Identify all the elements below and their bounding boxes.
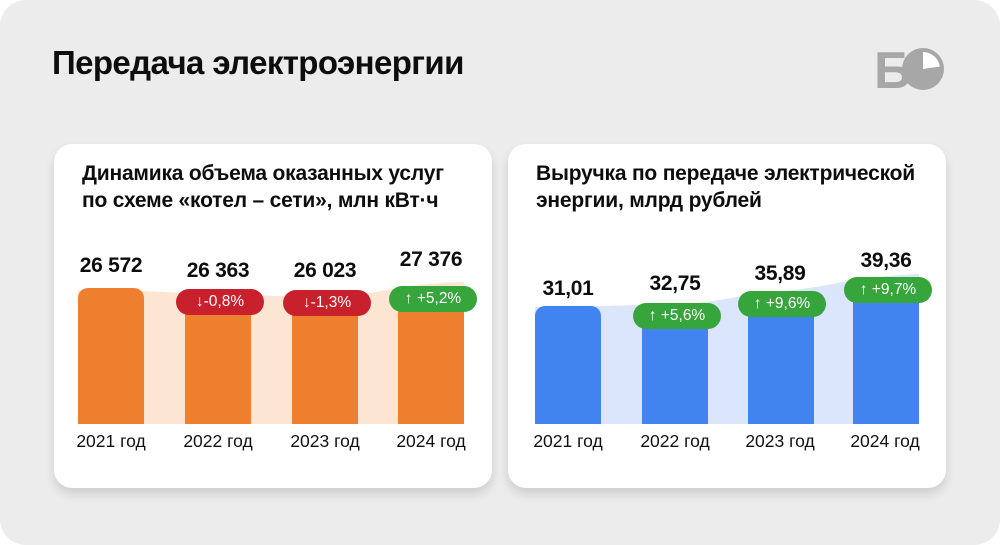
axis-label-volume-2022: 2022 год xyxy=(183,431,253,451)
bar-volume-2021 xyxy=(78,288,144,424)
value-label-revenue-2023: 35,89 xyxy=(754,262,806,285)
change-badge-volume-2023: ↓-1,3% xyxy=(283,290,371,316)
chart-title-line2: энергии, млрд рублей xyxy=(536,189,762,212)
bar-revenue-2021 xyxy=(535,306,601,424)
chart-title-line1: Динамика объема оказанных услуг xyxy=(82,162,444,185)
value-label-volume-2021: 26 572 xyxy=(79,254,143,277)
value-label-revenue-2024: 39,36 xyxy=(860,249,912,272)
axis-label-revenue-2024: 2024 год xyxy=(850,431,920,451)
change-badge-revenue-2022: ↑ +5,6% xyxy=(633,303,721,329)
change-badge-volume-2022: ↓-0,8% xyxy=(176,289,264,315)
bar-revenue-2024 xyxy=(853,284,919,424)
axis-label-volume-2024: 2024 год xyxy=(396,431,466,451)
value-label-revenue-2021: 31,01 xyxy=(542,277,594,300)
change-badge-revenue-2024: ↑ +9,7% xyxy=(844,277,932,303)
page-title: Передача электроэнергии xyxy=(52,44,464,81)
chart-title-revenue: Выручка по передаче электрической энерги… xyxy=(536,160,915,214)
card-revenue-chart: Выручка по передаче электрической энерги… xyxy=(508,144,946,488)
value-label-volume-2022: 26 363 xyxy=(186,259,250,282)
axis-label-volume-2023: 2023 год xyxy=(290,431,360,451)
axis-label-revenue-2022: 2022 год xyxy=(640,431,710,451)
chart-title-volume: Динамика объема оказанных услуг по схеме… xyxy=(82,160,444,214)
clock-icon xyxy=(902,48,944,90)
bar-revenue-2023 xyxy=(748,298,814,424)
value-label-volume-2023: 26 023 xyxy=(293,259,357,282)
value-label-revenue-2022: 32,75 xyxy=(649,272,701,295)
axis-label-volume-2021: 2021 год xyxy=(76,431,146,451)
change-badge-volume-2024: ↑ +5,2% xyxy=(389,286,477,312)
chart-title-line1: Выручка по передаче электрической xyxy=(536,162,915,185)
axis-label-revenue-2021: 2021 год xyxy=(533,431,603,451)
chart-title-line2: по схеме «котел – сети», млн кВт·ч xyxy=(82,189,439,212)
change-badge-revenue-2023: ↑ +9,6% xyxy=(738,291,826,317)
value-label-volume-2024: 27 376 xyxy=(399,248,463,271)
bar-revenue-2022 xyxy=(642,310,708,424)
axis-label-revenue-2023: 2023 год xyxy=(745,431,815,451)
card-volume-chart: Динамика объема оказанных услуг по схеме… xyxy=(54,144,492,488)
bar-volume-2024 xyxy=(398,291,464,424)
logo: Б xyxy=(874,44,944,92)
bar-volume-2023 xyxy=(292,295,358,424)
